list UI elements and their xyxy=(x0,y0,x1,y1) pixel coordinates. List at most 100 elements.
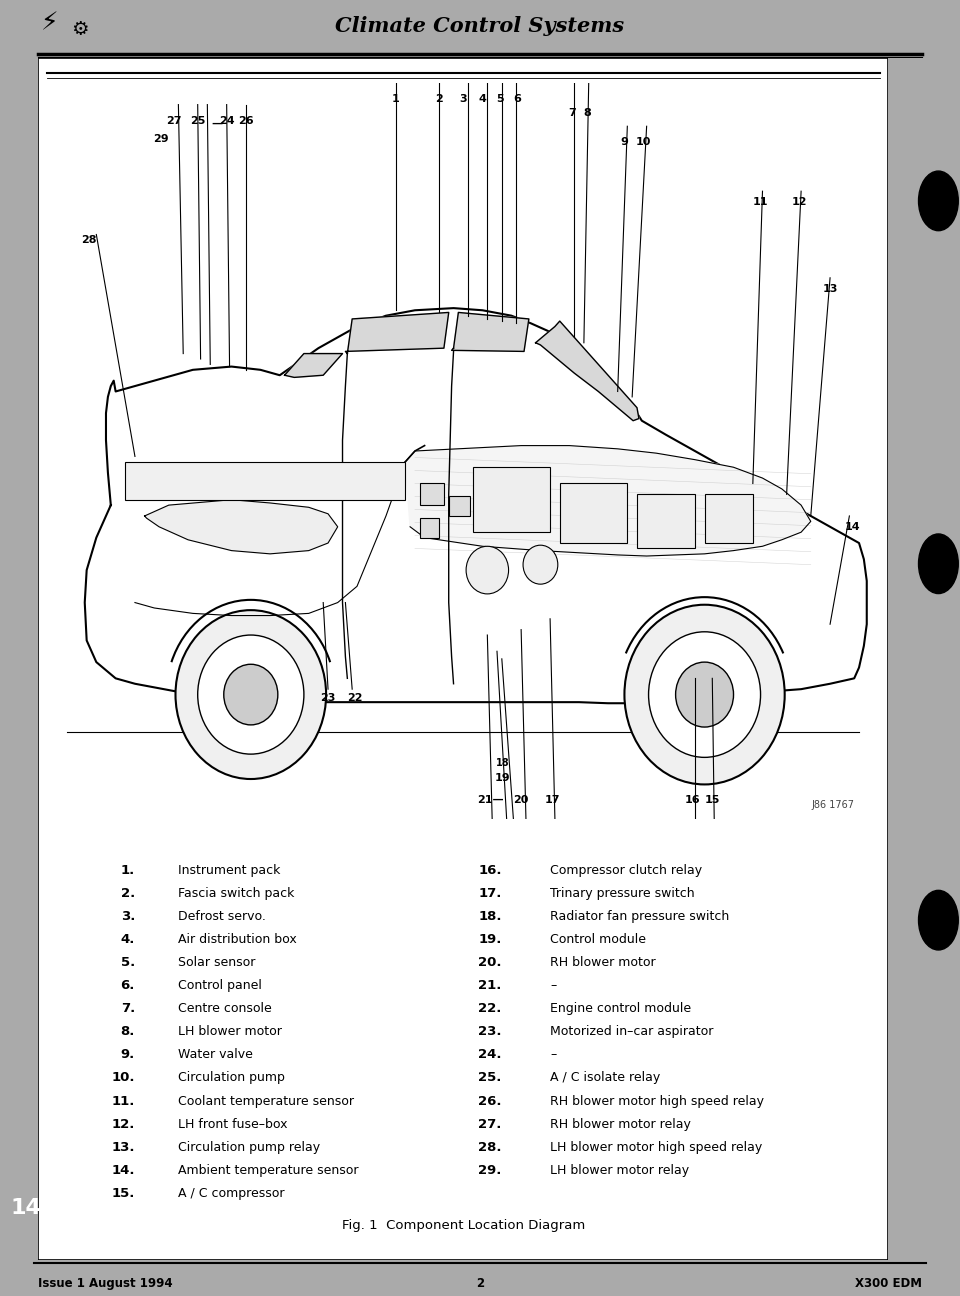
Text: 16.: 16. xyxy=(478,864,502,877)
Text: Solar sensor: Solar sensor xyxy=(179,956,255,969)
Circle shape xyxy=(649,631,760,757)
Text: 19: 19 xyxy=(495,772,511,783)
Text: 14: 14 xyxy=(11,1198,42,1218)
Bar xyxy=(420,518,439,538)
Circle shape xyxy=(919,171,958,231)
Text: 6.: 6. xyxy=(121,980,135,993)
Text: 16: 16 xyxy=(685,794,701,805)
Text: 15: 15 xyxy=(705,794,720,805)
Polygon shape xyxy=(284,354,343,377)
Text: 21.: 21. xyxy=(478,980,502,993)
Text: Control panel: Control panel xyxy=(179,980,262,993)
Text: 11: 11 xyxy=(753,197,768,207)
Text: Instrument pack: Instrument pack xyxy=(179,864,280,877)
Text: RH blower motor high speed relay: RH blower motor high speed relay xyxy=(550,1095,764,1108)
Bar xyxy=(448,496,470,516)
Bar xyxy=(560,483,627,543)
Polygon shape xyxy=(84,308,867,704)
Text: Water valve: Water valve xyxy=(179,1048,253,1061)
Text: 28: 28 xyxy=(81,235,96,245)
Text: 8.: 8. xyxy=(121,1025,135,1038)
Circle shape xyxy=(198,635,304,754)
Text: J86 1767: J86 1767 xyxy=(811,801,854,810)
Text: Issue 1 August 1994: Issue 1 August 1994 xyxy=(38,1277,173,1290)
Text: ⚙: ⚙ xyxy=(71,19,88,39)
Text: 7.: 7. xyxy=(121,1002,135,1015)
Text: 5.: 5. xyxy=(121,956,135,969)
Text: 2: 2 xyxy=(476,1277,484,1290)
Text: LH front fuse–box: LH front fuse–box xyxy=(179,1117,288,1130)
Text: Engine control module: Engine control module xyxy=(550,1002,691,1015)
Text: 4: 4 xyxy=(479,95,487,104)
Text: Defrost servo.: Defrost servo. xyxy=(179,910,266,923)
Text: 2: 2 xyxy=(435,95,443,104)
Text: LH blower motor high speed relay: LH blower motor high speed relay xyxy=(550,1140,762,1153)
Polygon shape xyxy=(451,312,529,351)
Text: ⚡: ⚡ xyxy=(41,12,59,35)
Circle shape xyxy=(523,546,558,584)
Text: 19.: 19. xyxy=(478,933,502,946)
Text: Motorized in–car aspirator: Motorized in–car aspirator xyxy=(550,1025,713,1038)
Text: 17: 17 xyxy=(544,794,560,805)
Text: Circulation pump: Circulation pump xyxy=(179,1072,285,1085)
Text: 18.: 18. xyxy=(478,910,502,923)
Text: 26.: 26. xyxy=(478,1095,502,1108)
Text: 28.: 28. xyxy=(478,1140,502,1153)
Text: 11.: 11. xyxy=(111,1095,135,1108)
Text: Circulation pump relay: Circulation pump relay xyxy=(179,1140,321,1153)
Circle shape xyxy=(676,662,733,727)
Text: Coolant temperature sensor: Coolant temperature sensor xyxy=(179,1095,354,1108)
Text: 29: 29 xyxy=(153,135,169,144)
Text: Radiator fan pressure switch: Radiator fan pressure switch xyxy=(550,910,730,923)
Bar xyxy=(705,494,753,543)
Text: 22.: 22. xyxy=(478,1002,502,1015)
Text: 23: 23 xyxy=(321,693,336,702)
Text: 6: 6 xyxy=(514,95,521,104)
Text: Trinary pressure switch: Trinary pressure switch xyxy=(550,888,695,901)
Text: 1.: 1. xyxy=(121,864,135,877)
Text: Air distribution box: Air distribution box xyxy=(179,933,298,946)
Text: 25.: 25. xyxy=(478,1072,502,1085)
Text: Centre console: Centre console xyxy=(179,1002,272,1015)
Text: 23.: 23. xyxy=(478,1025,502,1038)
Text: 9: 9 xyxy=(620,137,629,148)
Bar xyxy=(473,468,550,533)
Text: RH blower motor: RH blower motor xyxy=(550,956,656,969)
Text: 9.: 9. xyxy=(121,1048,135,1061)
Text: 7: 7 xyxy=(568,109,576,118)
Text: Control module: Control module xyxy=(550,933,646,946)
Text: 4.: 4. xyxy=(121,933,135,946)
Text: 21—: 21— xyxy=(477,794,504,805)
Text: 14.: 14. xyxy=(111,1164,135,1177)
Circle shape xyxy=(176,610,326,779)
Text: 13.: 13. xyxy=(111,1140,135,1153)
Circle shape xyxy=(624,605,784,784)
Text: 27: 27 xyxy=(166,115,181,126)
Text: 8: 8 xyxy=(583,109,590,118)
Text: Compressor clutch relay: Compressor clutch relay xyxy=(550,864,702,877)
Text: LH blower motor: LH blower motor xyxy=(179,1025,282,1038)
Text: 3: 3 xyxy=(460,95,467,104)
Text: 18: 18 xyxy=(496,758,510,767)
Circle shape xyxy=(919,534,958,594)
Text: 15.: 15. xyxy=(111,1187,135,1200)
Text: Fig. 1  Component Location Diagram: Fig. 1 Component Location Diagram xyxy=(342,1218,585,1231)
Text: 1: 1 xyxy=(392,95,399,104)
Text: 10.: 10. xyxy=(111,1072,135,1085)
Text: 3.: 3. xyxy=(121,910,135,923)
Text: –: – xyxy=(550,1048,557,1061)
Bar xyxy=(420,483,444,505)
Text: 25: 25 xyxy=(190,115,205,126)
Text: 12.: 12. xyxy=(111,1117,135,1130)
Text: Fascia switch pack: Fascia switch pack xyxy=(179,888,295,901)
Text: Climate Control Systems: Climate Control Systems xyxy=(335,17,625,36)
Text: 13: 13 xyxy=(823,284,838,294)
Text: LH blower motor relay: LH blower motor relay xyxy=(550,1164,689,1177)
Text: 2.: 2. xyxy=(121,888,135,901)
Text: RH blower motor relay: RH blower motor relay xyxy=(550,1117,691,1130)
Polygon shape xyxy=(405,446,811,556)
Bar xyxy=(126,461,405,500)
Polygon shape xyxy=(536,321,639,421)
Polygon shape xyxy=(346,312,448,354)
Text: 10: 10 xyxy=(636,137,652,148)
